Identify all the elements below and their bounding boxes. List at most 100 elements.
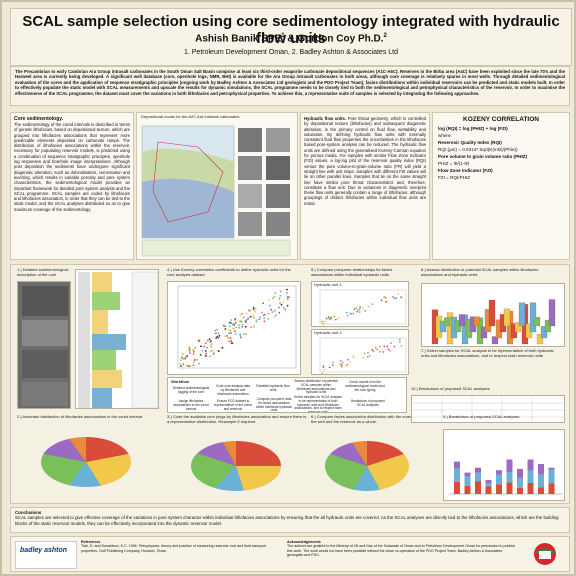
fig4-point [275, 314, 277, 317]
conclusions-heading: Conclusions [15, 510, 42, 515]
fig4-point [193, 358, 196, 361]
fig8-bar [458, 314, 466, 327]
fig4-point [278, 297, 281, 299]
fig4-point [258, 318, 261, 321]
fig4-point [263, 317, 265, 320]
fig4-point [245, 333, 247, 335]
kozeny-rqi-label: Reservoir Quality Index (RQI) [438, 140, 502, 145]
footer: badley ashton References Tiab, D. and Do… [10, 536, 570, 572]
fig5-point [339, 360, 342, 362]
fig8-bar [491, 336, 499, 345]
fig5-point [353, 308, 356, 310]
fig6-pie-chart [311, 435, 421, 499]
fig4-point [184, 356, 187, 358]
fig4-point [211, 349, 213, 352]
fig4-point [243, 333, 245, 335]
fig5-point [393, 345, 396, 348]
fig5-point [386, 345, 389, 348]
core-sed-text: The sedimentology of the cored intervals… [14, 122, 130, 212]
fig4-point [230, 319, 233, 321]
fig5-point [373, 350, 375, 353]
fig5-point [337, 317, 340, 320]
workflow-title: Workflow [171, 379, 189, 384]
fig4-point [233, 323, 236, 325]
fig4-point [189, 352, 191, 354]
conclusions-text: SCAL samples are selected to give effect… [15, 515, 559, 526]
fig5-point [345, 311, 348, 314]
fig8-bar [536, 333, 544, 345]
fig5-point [378, 345, 381, 348]
fig5-point [347, 358, 349, 361]
fig4-point [214, 329, 217, 332]
fig4-point [181, 353, 184, 355]
fig4-point [255, 319, 258, 321]
fig4-point [274, 309, 276, 312]
fig2-pie-chart [19, 431, 159, 497]
fig4-point [189, 365, 191, 367]
fig9-bar-seg [454, 461, 460, 469]
fig4-point [252, 308, 255, 311]
fig5-point [333, 315, 335, 318]
fig5-point [355, 307, 358, 309]
fig8-bar [540, 326, 548, 339]
core-photo-texture [22, 286, 68, 406]
hfu-heading: Hydraulic flow units. [304, 116, 347, 121]
kozeny-where: where: [438, 133, 452, 138]
fig4-point [244, 321, 247, 323]
fig5-point [349, 312, 352, 315]
fig8-caption: 8.) Assess distribution of potential SCA… [421, 267, 539, 277]
fig4-point [245, 312, 248, 315]
poster-title: SCAL sample selection using core sedimen… [22, 13, 560, 47]
fig1-core-photo [17, 281, 71, 409]
author-1-sup: 1 [281, 33, 285, 39]
fig5-point [371, 348, 373, 351]
fig9-bar-seg [538, 464, 544, 475]
fig5-hu2-scatter [319, 337, 407, 374]
fig4-point [198, 362, 200, 365]
fig4-point [216, 335, 219, 338]
fig5-hu2-label: Hydraulic unit 2 [314, 330, 342, 335]
fig5-point [328, 366, 331, 369]
fig8-bar [454, 320, 462, 333]
fig9-bar-seg [538, 474, 544, 488]
kozeny-fzi-label: Flow Zone Indicator (FZI) [438, 168, 493, 173]
fig9-bar-seg [496, 484, 502, 494]
fig4-point [269, 304, 271, 307]
fig4-point [213, 351, 216, 354]
fig9-bar-seg [496, 470, 502, 475]
fig4-point [279, 302, 281, 304]
fig4-point [286, 288, 288, 291]
fig2-caption: 2.) Ascertain distribution of lithofacie… [17, 414, 143, 419]
fig5-point [349, 361, 352, 363]
fig4-point [273, 316, 276, 318]
fig4-point [204, 350, 207, 352]
fig5-point [399, 338, 401, 341]
fig4-point [241, 312, 243, 315]
fig8-bar [488, 299, 496, 327]
fig5-point [367, 351, 369, 354]
fig4-point [179, 362, 181, 365]
fig4-point [204, 342, 207, 344]
fig4-point [239, 320, 241, 322]
fig5-point [364, 309, 367, 312]
fig4-point [192, 364, 195, 367]
fig4-point [228, 332, 230, 335]
fig4-point [231, 323, 234, 326]
fig5-point [358, 308, 361, 311]
fig5-point [352, 356, 355, 358]
kozeny-phiz-label: Pore volume to grain volume ratio (PHIZ) [438, 154, 528, 159]
fig9-bar-seg [517, 468, 523, 478]
fig5-point [380, 299, 383, 302]
fig4-point [199, 354, 202, 356]
fig4-point [252, 314, 254, 317]
fig4-point [185, 364, 188, 367]
fig8-bar [503, 308, 511, 327]
fig5-point [362, 357, 365, 359]
fig4-point [187, 365, 190, 367]
fig4-point [273, 295, 276, 298]
fig6-pie [325, 441, 409, 491]
fig4-point [205, 352, 207, 355]
fig4-point [184, 357, 187, 360]
fig5-point [328, 318, 331, 320]
workflow-step-2: Code core analysis data by lithofacies a… [215, 384, 251, 396]
